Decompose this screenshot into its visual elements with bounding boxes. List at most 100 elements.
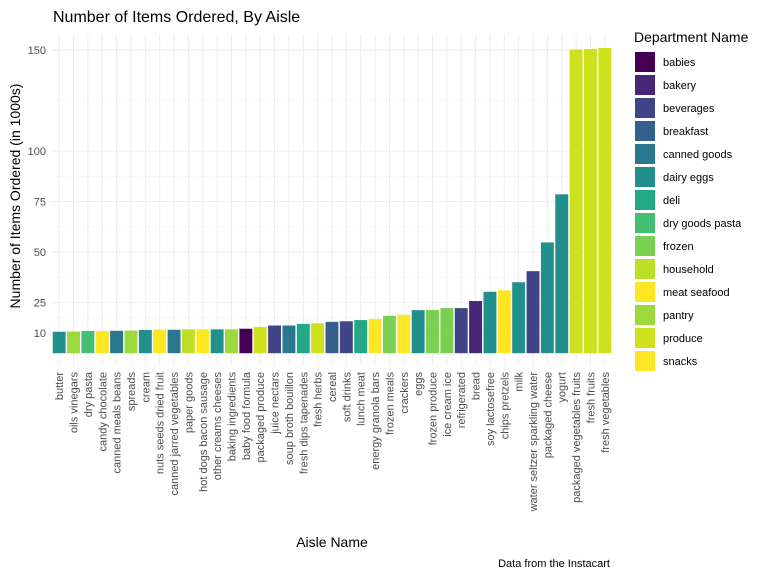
legend-label: deli [663,195,680,207]
bar-spreads [124,330,138,354]
bar-frozen-produce [426,309,439,354]
bar-fresh-vegetables [598,47,612,354]
x-tick-label: fresh herbs [313,372,325,428]
bar-canned-meals-beans [110,330,124,354]
bar-fresh-fruits [584,48,597,354]
legend-label: bakery [663,80,697,92]
legend-swatch [635,236,655,256]
x-tick-label: canned meals beans [112,372,124,474]
x-tick-label: bread [471,372,483,400]
legend-label: pantry [663,310,694,322]
bar-dry-pasta [81,330,95,354]
legend-label: canned goods [663,149,733,161]
bar-paper-goods [181,329,195,354]
chart-title: Number of Items Ordered, By Aisle [53,9,300,26]
legend-swatch [635,190,655,210]
x-tick-label: canned jarred vegetables [169,372,181,496]
y-axis: 10 25 50 75 100 150 [28,45,46,340]
x-tick-label: baby food formula [241,371,253,460]
x-tick-label: frozen meals [384,372,396,435]
bar-baby-food-formula [239,328,253,354]
x-tick-label: soup broth bouillon [284,372,296,465]
y-axis-title: Number of Items Ordered (in 1000s) [7,84,23,309]
y-tick-label: 150 [28,45,46,57]
x-tick-label: ice cream ice [442,372,454,437]
bar-eggs [411,310,425,354]
legend-label: produce [663,333,703,345]
bar-oils-vinegars [67,331,80,354]
bar-yogurt [555,194,569,354]
legend-label: dry goods pasta [663,218,742,230]
x-tick-label: eggs [413,372,425,396]
legend-swatch [635,75,655,95]
legend-swatch [635,351,655,371]
bar-baking-ingredients [225,329,238,354]
bar-lunch-meat [354,320,368,354]
bar-cream [138,329,152,354]
bar-energy-granola-bars [368,318,382,354]
legend-title: Department Name [634,29,749,45]
x-tick-label: fresh vegetables [600,372,612,453]
legend-label: beverages [663,103,715,115]
x-tick-label: cereal [327,372,339,402]
bar-crackers [397,314,411,354]
x-tick-label: paper goods [183,372,195,434]
x-tick-label: candy chocolate [97,372,109,452]
y-tick-label: 75 [34,197,46,209]
bar-packaged-vegetables-fruits [569,49,583,354]
x-tick-label: refrigerated [456,372,468,428]
bar-refrigerated [454,308,468,354]
x-tick-label: hot dogs bacon sausage [198,372,210,492]
x-tick-label: oils vinegars [69,372,81,434]
x-tick-label: yogurt [557,372,569,403]
x-tick-label: packaged vegetables fruits [571,372,583,503]
x-tick-label: other creams cheeses [212,372,224,481]
bar-hot-dogs-bacon-sausage [196,329,210,354]
legend-swatch [635,259,655,279]
bar-butter [52,331,66,354]
x-tick-label: energy granola bars [370,372,382,470]
y-tick-label: 100 [28,146,46,158]
x-tick-label: chips pretzels [499,372,511,440]
plot-bars [52,47,612,354]
legend-swatch [635,305,655,325]
bar-frozen-meals [382,315,396,354]
x-tick-label: spreads [126,372,138,412]
x-tick-label: packaged produce [255,372,267,463]
legend-swatch [635,282,655,302]
x-tick-label: butter [54,372,66,400]
legend: Department Name babies bakery beverages bre… [634,29,749,371]
bar-chips-pretzels [497,290,511,354]
bar-soft-drinks [339,321,353,354]
x-tick-label: juice nectars [270,372,282,435]
chart-caption: Data from the Instacart [498,558,610,570]
legend-label: household [663,264,714,276]
x-tick-label: water seltzer sparkling water [528,372,540,513]
x-tick-label: lunch meat [356,372,368,426]
legend-label: babies [663,57,696,69]
bar-water-seltzer-sparkling-water [526,271,540,354]
x-tick-label: baking ingredients [226,372,238,462]
legend-items: babies bakery beverages breakfast canned goo… [635,52,742,371]
bar-soy-lactosefree [483,291,497,354]
bar-packaged-produce [253,326,267,354]
legend-swatch [635,328,655,348]
bar-juice-nectars [268,325,282,354]
x-tick-label: crackers [399,372,411,414]
bar-soup-broth-bouillon [282,325,296,354]
legend-label: snacks [663,356,698,368]
y-tick-label: 50 [34,247,46,259]
x-axis-title: Aisle Name [296,534,368,550]
bar-cereal [325,321,339,354]
y-tick-label: 25 [34,298,46,310]
bar-other-creams-cheeses [210,329,224,354]
legend-swatch [635,167,655,187]
x-tick-label: fresh fruits [585,372,597,424]
x-tick-label: nuts seeds dried fruit [155,372,167,474]
bar-candy-chocolate [95,330,109,354]
bar-milk [512,282,526,354]
bar-fresh-herbs [311,323,325,354]
bar-canned-jarred-vegetables [167,329,181,354]
bar-bread [469,301,483,354]
